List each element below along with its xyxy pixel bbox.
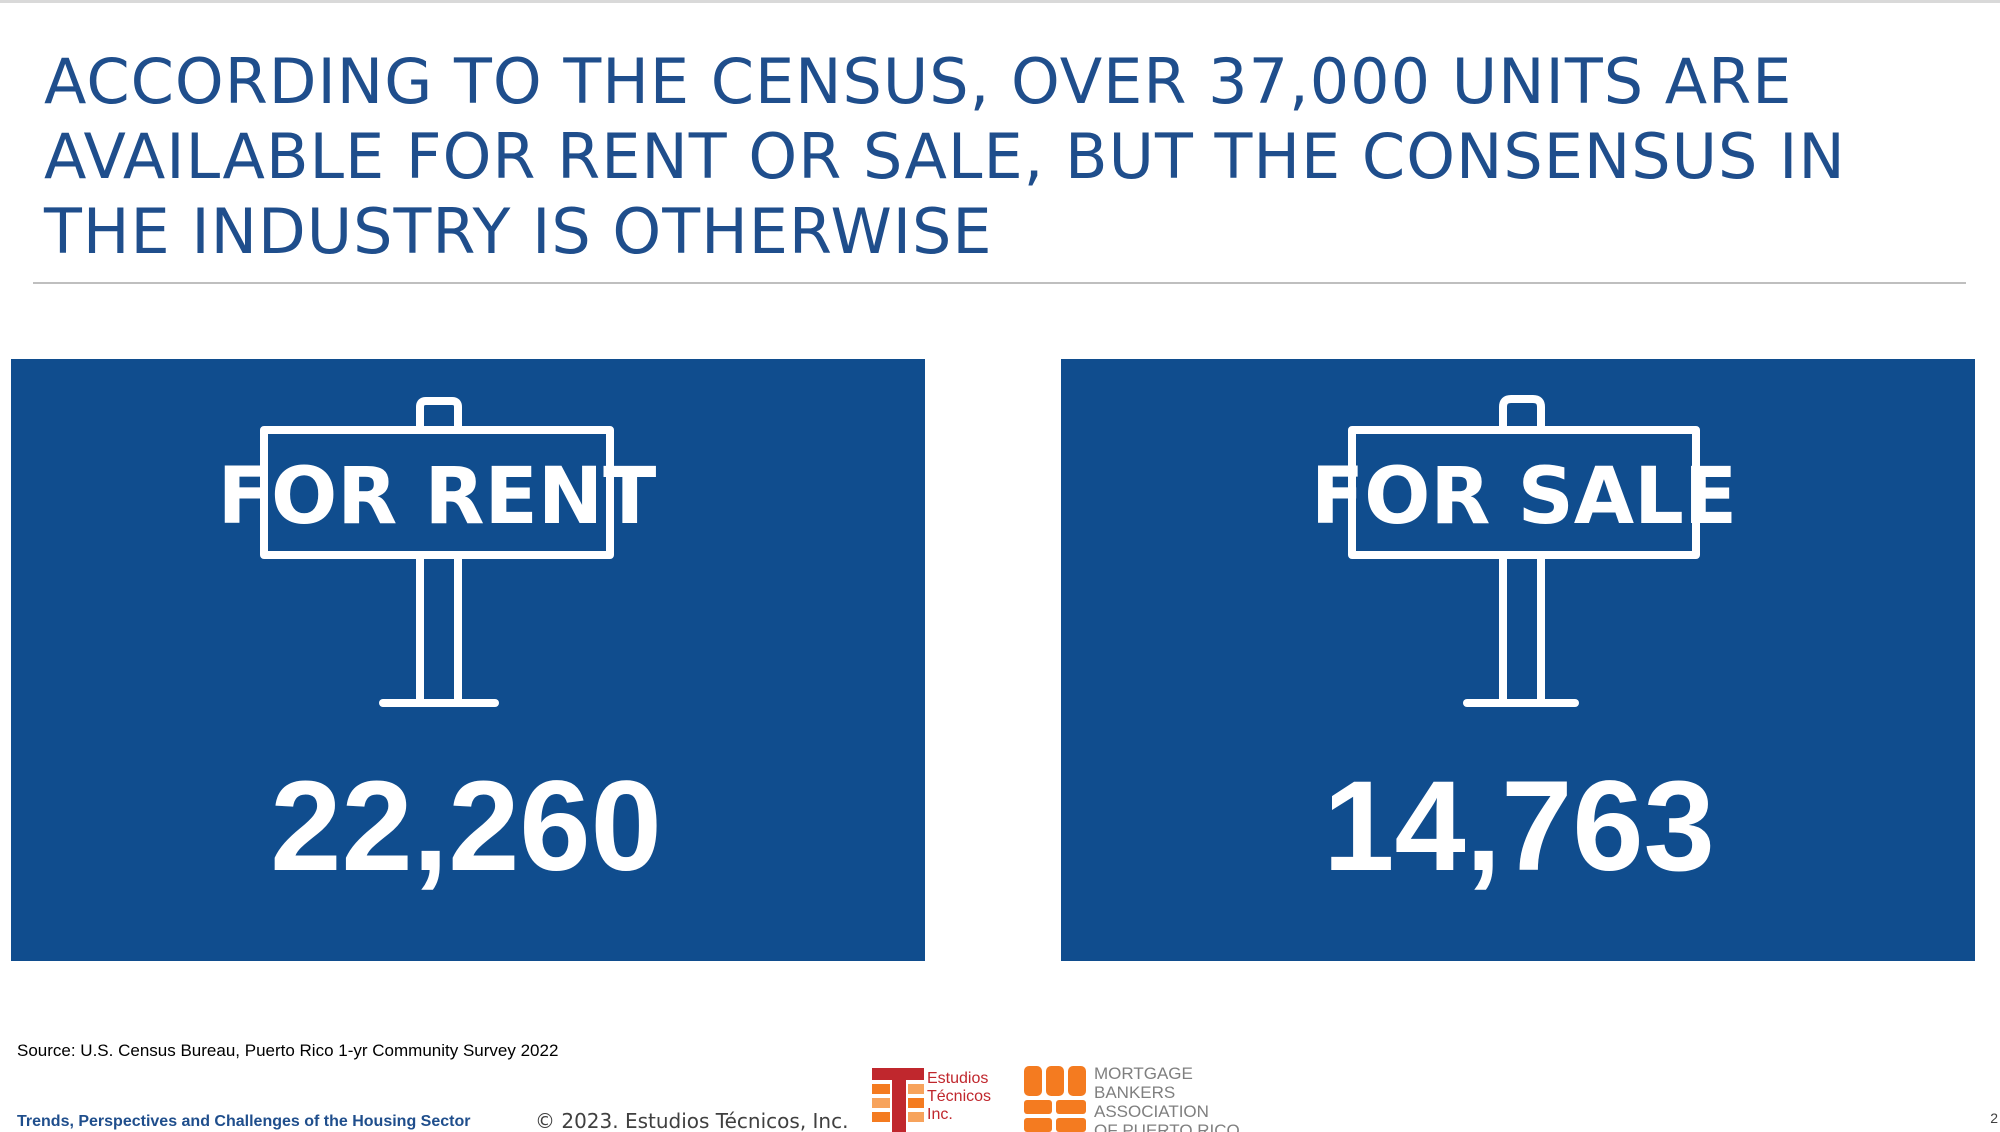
for-rent-panel: FOR RENT 22,260 xyxy=(11,359,925,961)
for-rent-value: 22,260 xyxy=(270,755,662,898)
for-sale-value: 14,763 xyxy=(1323,755,1715,898)
top-divider xyxy=(0,0,2000,3)
estudios-tecnicos-logo-text: Estudios Técnicos Inc. xyxy=(927,1070,992,1123)
mortgage-bankers-logo-mark-icon xyxy=(1024,1066,1086,1132)
footer-presentation-title: Trends, Perspectives and Challenges of t… xyxy=(17,1113,471,1130)
estudios-tecnicos-logo-mark-icon xyxy=(872,1068,924,1132)
source-note: Source: U.S. Census Bureau, Puerto Rico … xyxy=(17,1041,559,1060)
slide-title: ACCORDING TO THE CENSUS, OVER 37,000 UNI… xyxy=(44,45,1846,268)
for-rent-sign-text: FOR RENT xyxy=(218,452,657,542)
for-sale-panel: FOR SALE 14,763 xyxy=(1061,359,1975,961)
title-divider xyxy=(33,282,1966,284)
for-sale-sign-icon: FOR SALE xyxy=(1311,395,1737,707)
for-rent-sign-icon: FOR RENT xyxy=(218,397,657,707)
estudios-tecnicos-logo: Estudios Técnicos Inc. xyxy=(872,1068,1002,1132)
for-sale-sign-text: FOR SALE xyxy=(1311,452,1737,542)
mortgage-bankers-logo-text: MORTGAGE BANKERS ASSOCIATION OF PUERTO R… xyxy=(1094,1064,1240,1132)
mortgage-bankers-association-logo: MORTGAGE BANKERS ASSOCIATION OF PUERTO R… xyxy=(1024,1064,1240,1132)
slide-number: 2 xyxy=(1990,1110,1998,1126)
footer-copyright: © 2023. Estudios Técnicos, Inc. xyxy=(535,1109,849,1132)
